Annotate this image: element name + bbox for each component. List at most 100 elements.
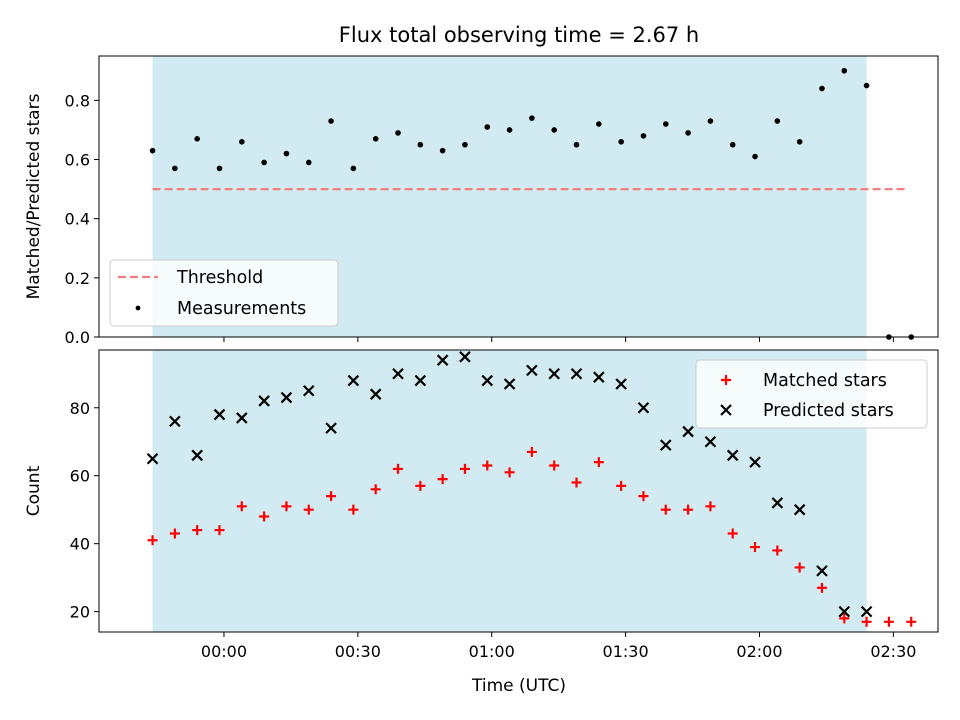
data-point: [526, 364, 538, 377]
data-point: [482, 460, 493, 471]
data-point: [729, 141, 736, 148]
data-point: [819, 85, 825, 92]
data-point: [149, 147, 156, 154]
y-tick-label: 20: [70, 603, 90, 622]
data-point: [704, 435, 717, 448]
data-point: [462, 141, 468, 148]
data-point: [794, 562, 805, 573]
data-point: [280, 391, 293, 404]
data-point: [305, 159, 312, 166]
x-tick-label: 01:30: [603, 642, 649, 661]
data-point: [570, 368, 583, 380]
series-matched-stars: [147, 446, 917, 627]
data-point: [883, 616, 894, 627]
data-point: [615, 378, 627, 390]
data-point: [258, 395, 270, 407]
data-point: [147, 535, 158, 546]
data-point: [214, 525, 225, 536]
data-point: [169, 415, 181, 428]
data-point: [369, 388, 382, 400]
legend-measurements-swatch: [135, 305, 141, 311]
data-point: [216, 165, 223, 172]
y-tick-label: 40: [70, 535, 90, 554]
data-point: [593, 371, 605, 383]
data-point: [459, 463, 470, 474]
data-point: [683, 504, 694, 515]
data-point: [169, 528, 180, 539]
data-point: [326, 491, 337, 502]
data-point: [727, 528, 738, 539]
data-point: [659, 439, 672, 451]
y-tick-label: 0.8: [65, 91, 90, 110]
bottom-legend: Matched stars Predicted stars: [695, 359, 928, 429]
data-point: [191, 449, 203, 462]
data-point: [863, 82, 870, 89]
data-point: [640, 133, 647, 139]
data-point: [192, 525, 203, 536]
data-point: [348, 504, 359, 515]
legend-matched-label: Matched stars: [763, 371, 887, 391]
data-point: [239, 138, 245, 145]
data-point: [146, 452, 159, 465]
data-point: [660, 504, 671, 515]
series-predicted-stars: [146, 351, 873, 618]
data-point: [793, 503, 806, 516]
data-point: [861, 616, 872, 627]
data-point: [771, 497, 784, 509]
data-point: [749, 456, 761, 468]
data-point: [236, 501, 247, 512]
y-tick-label: 60: [70, 467, 90, 486]
data-point: [816, 582, 827, 593]
data-point: [459, 351, 471, 363]
data-point: [281, 501, 292, 512]
x-tick-label: 00:30: [335, 642, 381, 661]
x-tick-label: 01:00: [469, 642, 515, 661]
data-point: [616, 480, 627, 491]
top-legend: Threshold Measurements: [109, 259, 339, 327]
data-point: [415, 480, 426, 491]
data-point: [261, 159, 267, 166]
data-point: [172, 165, 178, 172]
legend-measurements-label: Measurements: [177, 299, 306, 319]
data-point: [347, 374, 360, 387]
data-point: [682, 425, 694, 438]
data-point: [439, 147, 446, 154]
data-point: [370, 484, 381, 495]
data-point: [637, 401, 650, 414]
data-point: [302, 384, 315, 397]
data-point: [662, 121, 669, 127]
data-point: [707, 118, 714, 124]
data-point: [194, 136, 200, 142]
x-tick-label: 02:30: [870, 642, 916, 661]
x-axis-label: Time (UTC): [471, 676, 566, 696]
bottom-y-axis-label: Count: [24, 465, 44, 516]
data-point: [417, 141, 424, 148]
data-point: [503, 378, 516, 390]
legend-predicted-label: Predicted stars: [763, 401, 894, 421]
data-point: [328, 118, 334, 124]
data-point: [350, 165, 357, 172]
data-point: [392, 368, 404, 380]
data-point: [705, 501, 716, 512]
data-point: [484, 124, 491, 130]
data-point: [796, 138, 803, 145]
data-point: [838, 605, 851, 618]
data-point: [549, 460, 560, 471]
top-y-axis-label: Matched/Predicted stars: [24, 93, 44, 299]
data-point: [372, 136, 379, 142]
data-point: [393, 463, 404, 474]
x-tick-label: 02:00: [736, 642, 782, 661]
data-point: [436, 354, 449, 366]
data-point: [774, 118, 781, 124]
series-measurements: [149, 67, 915, 340]
y-tick-label: 80: [70, 399, 90, 418]
data-point: [551, 127, 558, 133]
legend-predicted-swatch: [720, 404, 732, 416]
data-point: [618, 138, 624, 145]
data-point: [236, 412, 248, 424]
data-point: [593, 457, 604, 468]
y-tick-label: 0.2: [65, 269, 90, 288]
data-point: [726, 449, 739, 462]
